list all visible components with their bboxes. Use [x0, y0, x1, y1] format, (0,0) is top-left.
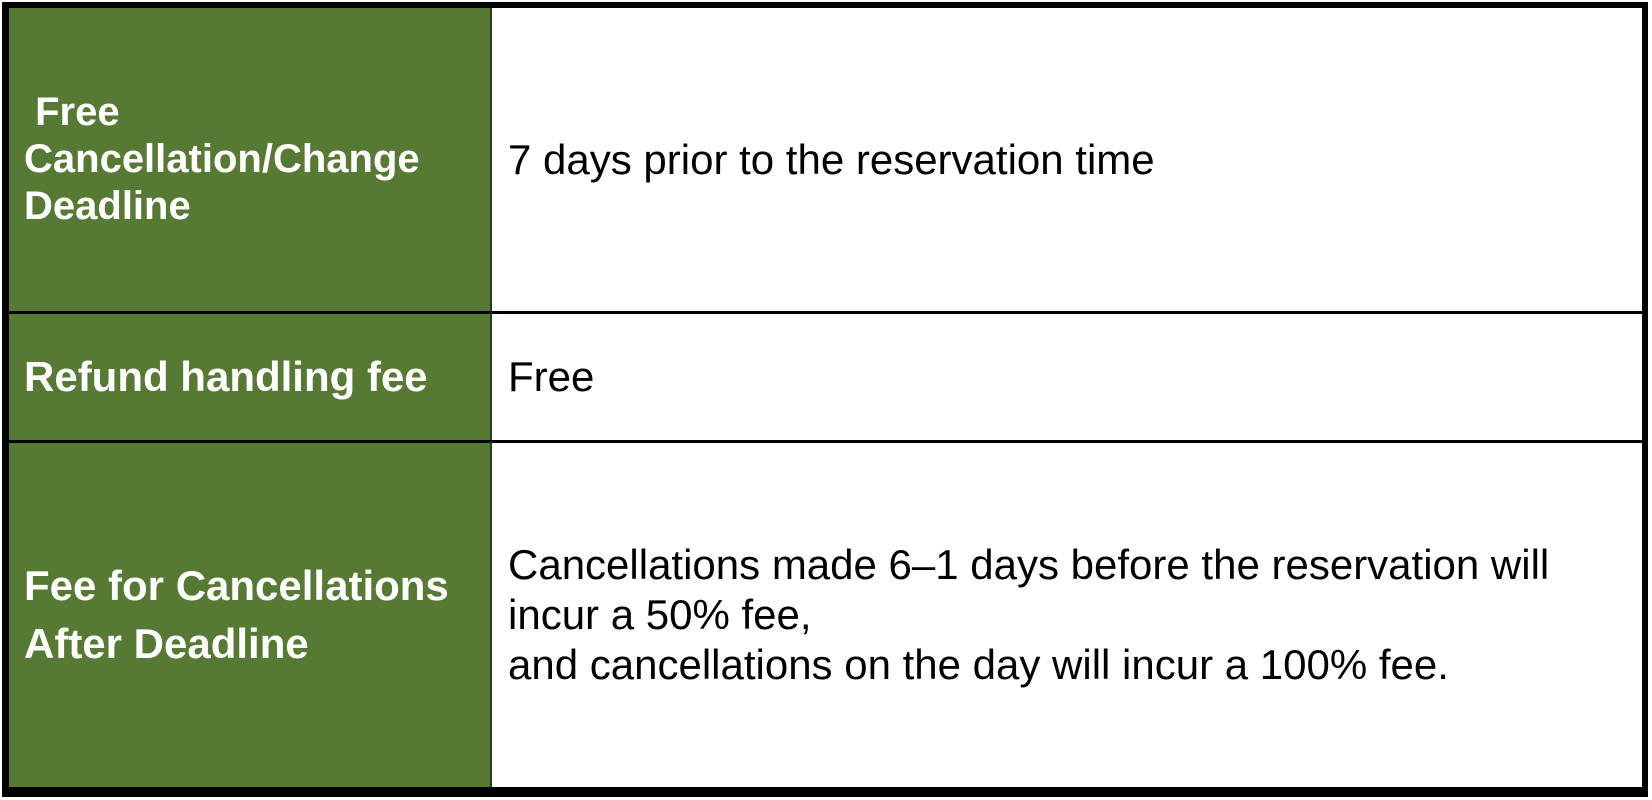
row-fee-after-deadline-label: Fee for Cancellations After Deadline [9, 440, 492, 787]
row-refund-handling-fee-label: Refund handling fee [9, 311, 492, 440]
row-free-cancellation-deadline-label: Free Cancellation/Change Deadline [9, 8, 492, 311]
row-fee-after-deadline-value: Cancellations made 6–1 days before the r… [492, 440, 1642, 787]
row-free-cancellation-deadline-value: 7 days prior to the reservation time [508, 135, 1155, 183]
row-refund-handling-fee-value: Free [492, 311, 1642, 440]
